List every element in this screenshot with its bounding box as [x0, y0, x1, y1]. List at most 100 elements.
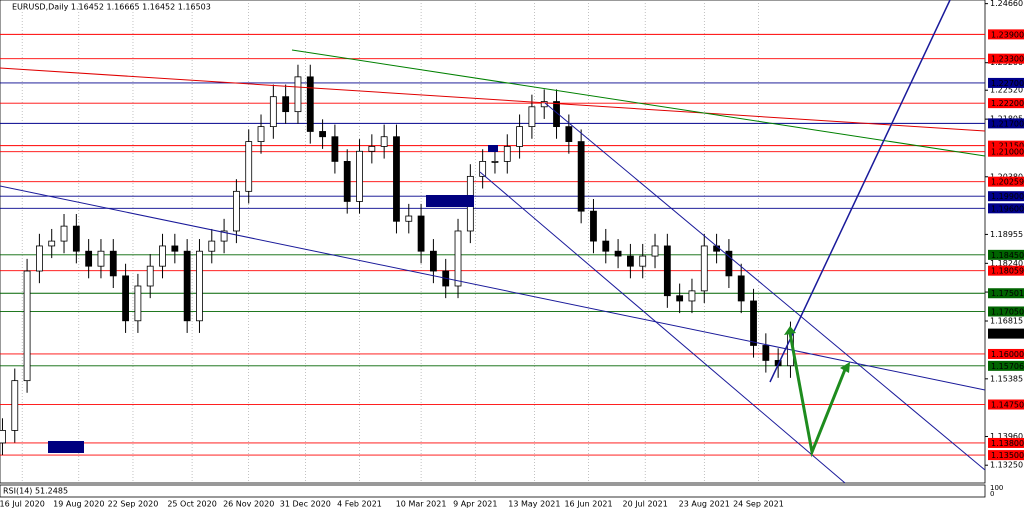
- level-label-box: [988, 53, 1024, 64]
- candle-body: [134, 285, 142, 322]
- candle-body: [491, 161, 499, 163]
- indicator-label: RSI(14) 51.2485: [3, 487, 68, 496]
- candle-body: [590, 210, 597, 242]
- x-tick-label: 13 May 2021: [508, 500, 560, 509]
- indicator-tick-label: 0: [990, 490, 994, 498]
- level-label-box: [988, 146, 1024, 157]
- level-label: 1.21000: [991, 148, 1024, 157]
- candle-body: [48, 240, 56, 247]
- candle-body: [688, 290, 696, 302]
- arrow-head: [840, 362, 850, 373]
- x-tick-label: 23 Aug 2021: [679, 500, 730, 509]
- x-tick-label: 9 Apr 2021: [453, 500, 497, 509]
- level-label: 1.17501: [991, 289, 1024, 298]
- current-price-box: [988, 328, 1024, 339]
- level-label-box: [988, 140, 1024, 151]
- arrow-head: [784, 326, 796, 335]
- candle-body: [393, 136, 400, 222]
- candle-body: [331, 136, 339, 162]
- candle-body: [159, 245, 166, 267]
- current-price-label: 1.16503: [991, 330, 1024, 339]
- trend-line: [291, 49, 986, 157]
- candle-body: [220, 230, 228, 242]
- x-tick-label: 26 Nov 2020: [223, 500, 274, 509]
- candle-body: [23, 270, 31, 382]
- zone-box: [488, 145, 498, 152]
- y-tick-label: 1.13960: [990, 432, 1023, 441]
- y-tick-label: 1.24660: [990, 0, 1023, 8]
- candle-body: [528, 106, 536, 128]
- level-label-box: [988, 265, 1024, 276]
- candle-body: [651, 245, 659, 257]
- candle-body: [282, 96, 290, 113]
- candle-body: [725, 250, 733, 277]
- candle-body: [306, 76, 314, 132]
- candle-body: [97, 250, 105, 267]
- level-label-box: [988, 437, 1024, 448]
- candle-body: [122, 275, 129, 322]
- level-label-box: [988, 77, 1024, 88]
- candle-body: [146, 265, 154, 287]
- candle-body: [627, 255, 634, 267]
- candle-body: [602, 240, 610, 252]
- candle-body: [36, 245, 43, 272]
- level-label: 1.14750: [991, 401, 1024, 410]
- trend-line: [0, 67, 986, 132]
- candle-body: [85, 250, 93, 267]
- level-label-box: [988, 399, 1024, 410]
- candle-body: [762, 345, 770, 361]
- candle-body: [663, 245, 671, 297]
- level-label-box: [988, 176, 1024, 187]
- x-tick-label: 10 Mar 2021: [396, 500, 447, 509]
- level-label: 1.15706: [991, 362, 1024, 371]
- candle-body: [72, 225, 80, 252]
- level-label-box: [988, 191, 1024, 202]
- zone-box: [48, 441, 84, 453]
- candle-body: [405, 215, 413, 222]
- candle-body: [368, 146, 376, 152]
- x-tick-label: 16 Jun 2021: [564, 500, 612, 509]
- level-label: 1.22200: [991, 99, 1024, 108]
- candle-body: [750, 300, 757, 346]
- channel-line: [479, 171, 846, 484]
- channel-line: [544, 102, 986, 471]
- candle-body: [183, 250, 191, 322]
- level-label-box: [988, 348, 1024, 359]
- candle-body: [356, 150, 363, 202]
- y-tick-label: 1.22520: [990, 86, 1023, 95]
- level-label: 1.18059: [991, 267, 1024, 276]
- level-label-box: [988, 450, 1024, 461]
- x-tick-label: 24 Sep 2021: [733, 500, 784, 509]
- level-label: 1.19600: [991, 204, 1024, 213]
- y-tick-label: 1.18240: [990, 259, 1023, 268]
- candle-body: [294, 76, 302, 113]
- candle-body: [454, 230, 462, 287]
- level-label: 1.18450: [991, 251, 1024, 260]
- candle-body: [196, 250, 203, 322]
- level-label: 1.23300: [991, 55, 1024, 64]
- candle-body: [380, 136, 388, 147]
- x-tick-label: 20 Jul 2021: [623, 500, 668, 509]
- x-tick-label: 19 Aug 2020: [53, 500, 104, 509]
- candle-body: [0, 430, 6, 444]
- level-label-box: [988, 306, 1024, 317]
- level-label-box: [988, 203, 1024, 214]
- x-tick-label: 31 Dec 2020: [280, 500, 331, 509]
- level-label: 1.21700: [991, 119, 1024, 128]
- candle-body: [232, 190, 240, 232]
- y-tick-label: 1.18955: [990, 230, 1023, 239]
- indicator-frame: [0, 484, 986, 498]
- level-label: 1.20259: [991, 178, 1024, 187]
- candle-body: [343, 161, 351, 202]
- projection-line: [769, 0, 951, 383]
- level-label: 1.22700: [991, 79, 1024, 88]
- candle-body: [540, 101, 548, 108]
- zone-box: [426, 195, 474, 207]
- level-label-box: [988, 288, 1024, 299]
- candle-body: [109, 250, 117, 277]
- candle-body: [208, 240, 216, 252]
- candle-body: [516, 126, 523, 147]
- level-label: 1.13500: [991, 451, 1024, 460]
- level-label: 1.19900: [991, 192, 1024, 201]
